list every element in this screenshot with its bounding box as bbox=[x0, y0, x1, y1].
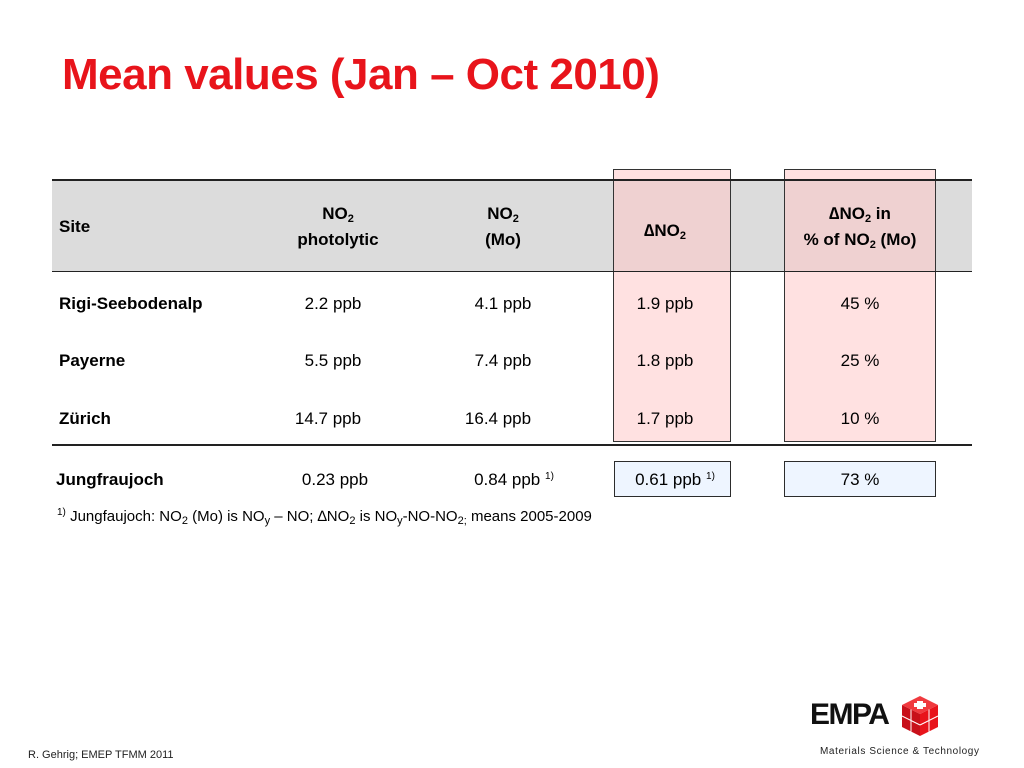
slide-title: Mean values (Jan – Oct 2010) bbox=[62, 50, 660, 99]
row-photolytic: 2.2 ppb bbox=[304, 294, 362, 313]
table-bottom-rule bbox=[52, 444, 972, 446]
jungfraujoch-delta: 0.61 ppb 1) bbox=[635, 470, 715, 489]
header-delta-no2: ∆NO2 bbox=[643, 221, 687, 242]
logo-text: EMPA bbox=[810, 698, 890, 731]
row-delta: 1.9 ppb bbox=[636, 294, 694, 313]
jungfraujoch-mo: 0.84 ppb 1) bbox=[474, 470, 554, 489]
table-header-rule bbox=[52, 271, 972, 272]
author-credit: R. Gehrig; EMEP TFMM 2011 bbox=[28, 749, 174, 761]
row-percent: 45 % bbox=[840, 294, 880, 313]
row-site: Zürich bbox=[59, 409, 111, 428]
delta-percent-highlight-column bbox=[784, 169, 936, 442]
row-site: Payerne bbox=[59, 351, 126, 370]
tagline: Materials Science & Technology bbox=[820, 746, 980, 757]
header-no2-mo: NO2 (Mo) bbox=[485, 204, 521, 249]
jungfraujoch-percent: 73 % bbox=[840, 470, 880, 489]
row-mo: 16.4 ppb bbox=[464, 409, 532, 428]
row-mo: 4.1 ppb bbox=[474, 294, 532, 313]
footnote: 1) Jungfaujoch: NO2 (Mo) is NOy – NO; ∆N… bbox=[57, 507, 592, 527]
jungfraujoch-photolytic: 0.23 ppb bbox=[301, 470, 369, 489]
row-percent: 25 % bbox=[840, 351, 880, 370]
row-delta: 1.7 ppb bbox=[636, 409, 694, 428]
empa-logo: EMPA bbox=[810, 694, 940, 738]
header-site: Site bbox=[59, 217, 91, 236]
jungfraujoch-site: Jungfraujoch bbox=[56, 470, 164, 489]
row-photolytic: 5.5 ppb bbox=[304, 351, 362, 370]
table-top-rule bbox=[52, 179, 972, 181]
row-percent: 10 % bbox=[840, 409, 880, 428]
swiss-cross-cube-icon bbox=[901, 696, 939, 736]
row-mo: 7.4 ppb bbox=[474, 351, 532, 370]
jungfraujoch-delta-box bbox=[614, 461, 731, 497]
row-photolytic: 14.7 ppb bbox=[294, 409, 362, 428]
delta-no2-highlight-column bbox=[613, 169, 731, 442]
row-delta: 1.8 ppb bbox=[636, 351, 694, 370]
header-delta-percent: ∆NO2 in % of NO2 (Mo) bbox=[803, 204, 917, 251]
row-site: Rigi-Seebodenalp bbox=[59, 294, 203, 313]
jungfraujoch-percent-box bbox=[784, 461, 936, 497]
header-no2-photolytic: NO2 photolytic bbox=[297, 204, 379, 249]
